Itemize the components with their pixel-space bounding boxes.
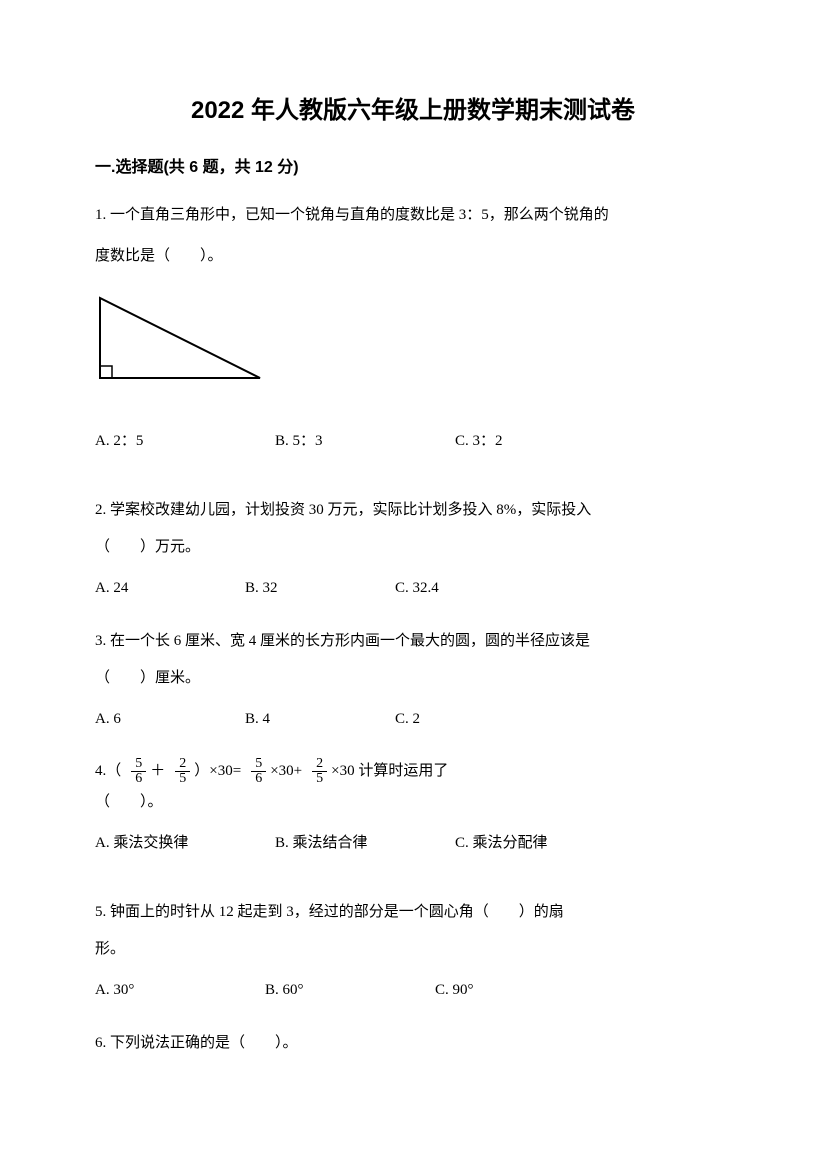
q2-text-line1: 2. 学案校改建幼儿园，计划投资 30 万元，实际比计划多投入 8%，实际投入 — [95, 494, 731, 527]
q4-prefix: 4.（ — [95, 756, 121, 786]
q1-text-line2: 度数比是（ ）。 — [95, 240, 731, 273]
q4-frac3: 5 6 — [251, 757, 266, 786]
q4-plus: ＋ — [150, 756, 165, 786]
question-6: 6. 下列说法正确的是（ ）。 — [95, 1027, 731, 1060]
q4-option-a: A. 乘法交换律 — [95, 827, 275, 860]
q5-text-line1: 5. 钟面上的时针从 12 起走到 3，经过的部分是一个圆心角（ ）的扇 — [95, 896, 731, 929]
q4-frac3-den: 6 — [251, 772, 266, 786]
q4-frac2-num: 2 — [175, 757, 190, 772]
q5-option-b: B. 60° — [265, 974, 435, 1007]
triangle-svg — [95, 293, 270, 388]
q4-paren: ）×30= — [194, 756, 241, 786]
q4-frac2: 2 5 — [175, 757, 190, 786]
q2-option-a: A. 24 — [95, 572, 245, 605]
q4-frac1-num: 5 — [131, 757, 146, 772]
q5-option-c: C. 90° — [435, 974, 605, 1007]
q2-options: A. 24 B. 32 C. 32.4 — [95, 572, 731, 605]
page-title: 2022 年人教版六年级上册数学期末测试卷 — [95, 90, 731, 125]
q4-text-line2: （ ）。 — [95, 786, 731, 819]
q2-option-c: C. 32.4 — [395, 572, 545, 605]
q4-frac4-den: 5 — [312, 772, 327, 786]
q3-options: A. 6 B. 4 C. 2 — [95, 703, 731, 736]
triangle-shape — [100, 298, 260, 378]
q4-option-c: C. 乘法分配律 — [455, 827, 635, 860]
q4-frac3-num: 5 — [251, 757, 266, 772]
question-1: 1. 一个直角三角形中，已知一个锐角与直角的度数比是 3：5，那么两个锐角的 度… — [95, 199, 731, 458]
q1-options: A. 2：5 B. 5：3 C. 3：2 — [95, 425, 731, 458]
section-header: 一.选择题(共 6 题，共 12 分) — [95, 153, 731, 177]
q2-option-b: B. 32 — [245, 572, 395, 605]
q1-text-line1: 1. 一个直角三角形中，已知一个锐角与直角的度数比是 3：5，那么两个锐角的 — [95, 199, 731, 232]
right-angle-marker — [100, 366, 112, 378]
question-5: 5. 钟面上的时针从 12 起走到 3，经过的部分是一个圆心角（ ）的扇 形。 … — [95, 896, 731, 1007]
question-4: 4.（ 5 6 ＋ 2 5 ）×30= 5 6 ×30+ 2 5 ×30 计算时… — [95, 756, 731, 860]
q4-frac4-num: 2 — [312, 757, 327, 772]
q4-frac4: 2 5 — [312, 757, 327, 786]
question-2: 2. 学案校改建幼儿园，计划投资 30 万元，实际比计划多投入 8%，实际投入 … — [95, 494, 731, 605]
q5-options: A. 30° B. 60° C. 90° — [95, 974, 731, 1007]
q4-option-b: B. 乘法结合律 — [275, 827, 455, 860]
q5-text-line2: 形。 — [95, 933, 731, 966]
q4-options: A. 乘法交换律 B. 乘法结合律 C. 乘法分配律 — [95, 827, 731, 860]
q3-option-a: A. 6 — [95, 703, 245, 736]
q3-text-line2: （ ）厘米。 — [95, 662, 731, 695]
q1-option-a: A. 2：5 — [95, 425, 275, 458]
q4-text-line1: 4.（ 5 6 ＋ 2 5 ）×30= 5 6 ×30+ 2 5 ×30 计算时… — [95, 756, 731, 786]
q5-option-a: A. 30° — [95, 974, 265, 1007]
q1-option-b: B. 5：3 — [275, 425, 455, 458]
question-3: 3. 在一个长 6 厘米、宽 4 厘米的长方形内画一个最大的圆，圆的半径应该是 … — [95, 625, 731, 736]
q4-frac1-den: 6 — [131, 772, 146, 786]
q3-text-line1: 3. 在一个长 6 厘米、宽 4 厘米的长方形内画一个最大的圆，圆的半径应该是 — [95, 625, 731, 658]
q2-text-line2: （ ）万元。 — [95, 531, 731, 564]
q3-option-b: B. 4 — [245, 703, 395, 736]
q4-end: ×30 计算时运用了 — [331, 756, 448, 786]
q1-triangle-diagram — [95, 293, 731, 401]
q3-option-c: C. 2 — [395, 703, 545, 736]
q6-text: 6. 下列说法正确的是（ ）。 — [95, 1027, 731, 1060]
q4-frac1: 5 6 — [131, 757, 146, 786]
q4-times30plus: ×30+ — [270, 756, 302, 786]
q1-option-c: C. 3：2 — [455, 425, 635, 458]
q4-frac2-den: 5 — [175, 772, 190, 786]
